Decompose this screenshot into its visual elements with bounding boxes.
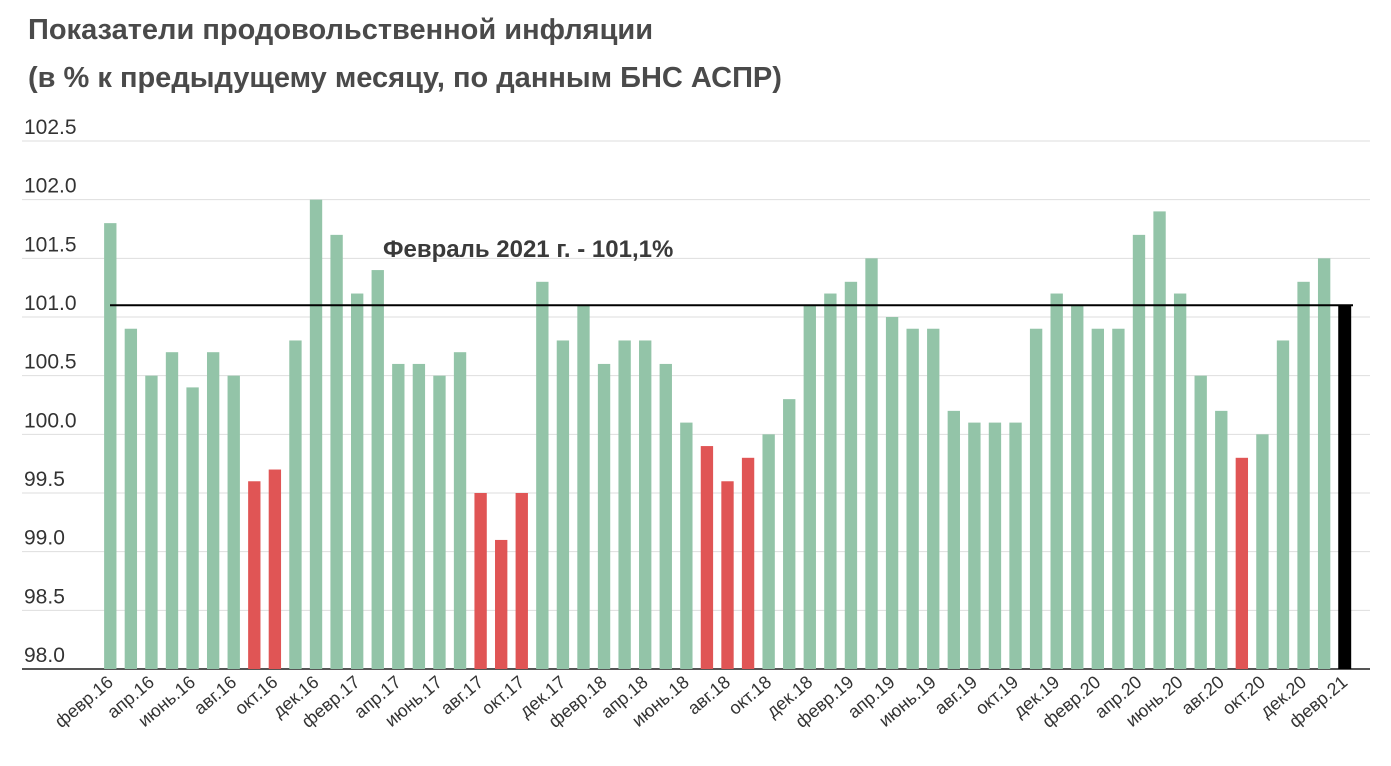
annotation-label: Февраль 2021 г. - 101,1% [383, 236, 673, 263]
bar [1317, 258, 1331, 669]
bar [824, 293, 837, 669]
bar [371, 270, 384, 669]
bar [1215, 410, 1228, 669]
bar [248, 481, 261, 669]
x-tick-label: февр.16 [51, 672, 117, 732]
bar [803, 305, 816, 669]
x-tick-label: авг.18 [684, 672, 734, 719]
bar [1235, 457, 1249, 669]
bar [124, 328, 138, 669]
x-tick-label: авг.16 [190, 672, 240, 719]
bar [330, 234, 343, 669]
bar [515, 493, 528, 669]
bars [104, 199, 1352, 669]
bar [453, 352, 467, 669]
x-axis-ticks: февр.16апр.16июнь.16авг.16окт.16дек.16фе… [51, 672, 1351, 732]
bar [618, 340, 631, 669]
gridlines [22, 140, 1370, 670]
bar [680, 422, 693, 669]
bar [597, 363, 611, 669]
bar [1276, 340, 1290, 669]
bar [495, 539, 508, 669]
bar [1132, 234, 1146, 669]
bar [1194, 375, 1207, 669]
bar [1112, 328, 1125, 669]
bar [1050, 293, 1063, 669]
bar [577, 305, 590, 669]
bar [968, 422, 981, 669]
bar [556, 340, 570, 669]
bar [289, 340, 302, 669]
bar [104, 223, 117, 669]
x-tick-label: авг.17 [437, 672, 487, 719]
bar [1338, 305, 1352, 669]
bar [268, 469, 282, 669]
bar [865, 258, 878, 669]
y-axis-ticks: 102.5 102.0 101.5 101.0 100.5 100.0 99.5 99.0 98… [24, 116, 77, 667]
bar [1009, 422, 1022, 669]
x-tick-label: авг.19 [931, 672, 981, 719]
bar [844, 281, 858, 669]
bar [474, 493, 487, 669]
bar [741, 457, 755, 669]
bar [1297, 281, 1310, 669]
bar [206, 352, 220, 669]
bar [1071, 305, 1084, 669]
y-tick-label: 101.0 [24, 292, 77, 315]
bar [536, 281, 549, 669]
bar [988, 422, 1002, 669]
y-tick-label: 101.5 [24, 233, 77, 256]
chart-title: Показатели продовольственной инфляции [28, 14, 654, 46]
bar [700, 446, 714, 669]
y-tick-label: 102.5 [24, 116, 77, 139]
y-tick-label: 100.0 [24, 409, 77, 432]
bar [145, 375, 158, 669]
y-tick-label: 98.0 [24, 644, 65, 667]
bar [927, 328, 940, 669]
bar [392, 363, 405, 669]
bar [351, 293, 364, 669]
y-tick-label: 98.5 [24, 585, 65, 608]
x-tick-label: авг.20 [1177, 672, 1227, 719]
bar [1029, 328, 1043, 669]
bar [947, 410, 960, 669]
bar [165, 352, 179, 669]
bar [1256, 434, 1269, 669]
bar [433, 375, 446, 669]
y-tick-label: 99.0 [24, 527, 65, 550]
y-tick-label: 100.5 [24, 351, 77, 374]
bar [906, 328, 919, 669]
bar [309, 199, 323, 669]
y-tick-label: 102.0 [24, 175, 77, 198]
bar [721, 481, 734, 669]
bar [1153, 211, 1166, 669]
y-tick-label: 99.5 [24, 468, 65, 491]
bar [227, 375, 240, 669]
bar [1091, 328, 1104, 669]
bar [659, 363, 672, 669]
chart-subtitle: (в % к предыдущему месяцу, по данным БНС… [28, 62, 782, 94]
bar [186, 387, 199, 669]
bar [1173, 293, 1187, 669]
bar [412, 363, 426, 669]
bar [885, 317, 899, 669]
bar [639, 340, 652, 669]
bar [783, 399, 796, 669]
bar [762, 434, 775, 669]
